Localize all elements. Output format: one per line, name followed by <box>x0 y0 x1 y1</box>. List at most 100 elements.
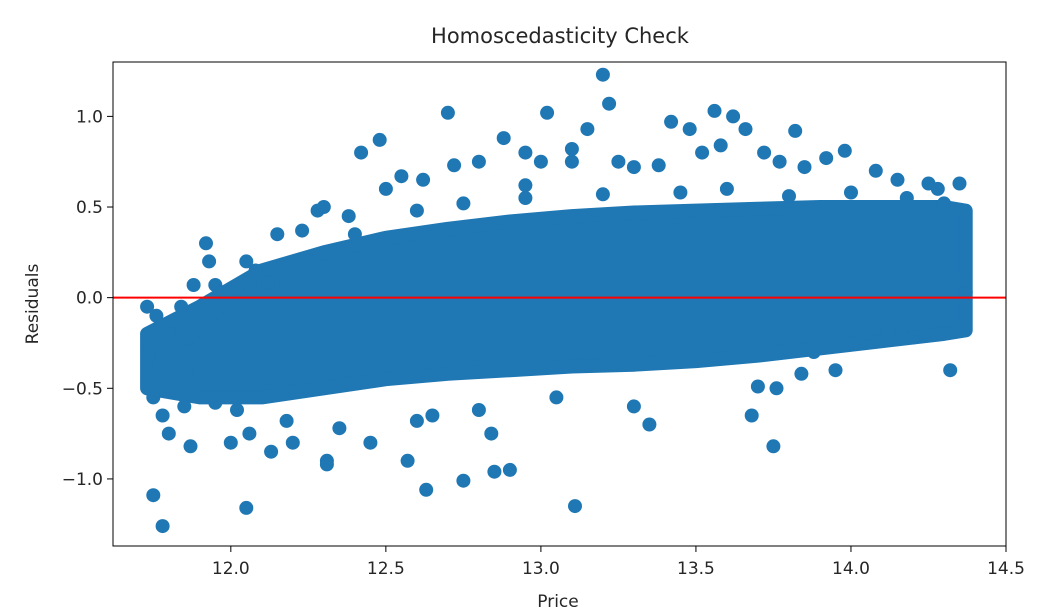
scatter-point <box>937 196 951 211</box>
scatter-point <box>757 145 772 160</box>
scatter-point <box>140 299 155 314</box>
scatter-point <box>580 122 595 137</box>
scatter-point <box>890 172 905 187</box>
scatter-point <box>378 181 393 196</box>
scatter-point <box>533 154 548 169</box>
scatter-point <box>837 143 852 158</box>
scatter-point <box>899 191 914 205</box>
scatter-point <box>146 390 161 405</box>
scatter-point <box>819 151 834 166</box>
scatter-point <box>626 160 641 175</box>
scatter-point <box>354 145 369 160</box>
scatter-point <box>611 154 626 169</box>
y-tick-label: 1.0 <box>76 107 103 127</box>
scatter-point <box>881 326 896 341</box>
scatter-point <box>958 285 973 300</box>
scatter-point <box>782 189 796 204</box>
scatter-point <box>484 426 499 441</box>
scatter-point <box>177 399 192 414</box>
scatter-point <box>416 172 431 187</box>
scatter-point <box>726 109 741 124</box>
scatter-point <box>540 105 555 120</box>
scatter-point <box>363 435 378 450</box>
plot-area <box>113 67 1006 534</box>
scatter-point <box>788 123 803 138</box>
scatter-point <box>952 176 967 191</box>
scatter-point <box>682 122 697 137</box>
scatter-point <box>713 138 728 153</box>
scatter-point <box>419 482 434 497</box>
scatter-point <box>161 326 176 341</box>
scatter-point <box>146 488 161 503</box>
y-tick-label: 0.0 <box>76 289 103 309</box>
scatter-point <box>719 181 734 196</box>
scatter-point <box>447 158 462 173</box>
scatter-point <box>471 403 486 417</box>
scatter-point <box>673 185 688 200</box>
scatter-point <box>868 163 883 178</box>
scatter-point <box>955 272 970 287</box>
dense-point-cloud <box>140 200 973 405</box>
scatter-point <box>496 131 511 146</box>
scatter-point <box>223 435 238 450</box>
scatter-point <box>487 464 502 479</box>
scatter-point <box>859 326 874 341</box>
y-tick-label: 0.5 <box>76 198 103 218</box>
scatter-point <box>707 103 722 118</box>
scatter-point <box>192 363 207 378</box>
scatter-point <box>518 145 533 160</box>
x-tick-label: 12.5 <box>367 559 405 579</box>
scatter-point <box>518 178 533 193</box>
scatter-point <box>595 187 610 202</box>
scatter-point <box>744 408 759 423</box>
x-axis-label: Price <box>537 592 578 612</box>
scatter-point <box>642 417 657 432</box>
scatter-point <box>347 227 362 242</box>
scatter-point <box>239 254 254 269</box>
scatter-point <box>230 281 244 296</box>
scatter-point <box>400 453 415 468</box>
scatter-point <box>568 499 582 514</box>
x-tick-label: 14.5 <box>987 559 1025 579</box>
scatter-point <box>199 236 213 251</box>
scatter-point <box>183 439 198 454</box>
scatter-point <box>750 379 765 394</box>
scatter-point <box>828 363 843 378</box>
scatter-point <box>270 227 285 242</box>
scatter-point <box>180 345 195 359</box>
scatter-point <box>264 444 279 459</box>
x-tick-label: 12.0 <box>212 559 250 579</box>
scatter-point <box>202 254 217 269</box>
scatter-point <box>738 122 753 137</box>
scatter-point <box>155 519 170 534</box>
scatter-point <box>518 191 533 205</box>
scatter-point <box>372 132 387 147</box>
scatter-point <box>230 403 244 417</box>
scatter-point <box>844 185 858 200</box>
scatter-point <box>295 223 310 238</box>
scatter-point <box>261 276 275 291</box>
x-tick-label: 14.0 <box>832 559 870 579</box>
scatter-point <box>301 254 316 269</box>
scatter-point <box>248 263 263 278</box>
scatter-point <box>143 341 158 356</box>
scatter-point <box>341 209 356 224</box>
scatter-point <box>239 500 254 515</box>
scatter-point <box>171 366 186 381</box>
x-tick-label: 13.5 <box>677 559 715 579</box>
scatter-point <box>409 413 424 428</box>
scatter-point <box>456 196 471 211</box>
scatter-point <box>409 203 424 218</box>
scatter-point <box>602 96 617 111</box>
scatter-point <box>930 181 945 196</box>
scatter-point <box>186 278 201 292</box>
scatter-point <box>217 312 232 327</box>
scatter-point <box>769 381 784 396</box>
y-axis: −1.0 −0.5 0.0 0.5 1.0 <box>62 107 113 490</box>
y-tick-label: −0.5 <box>62 379 103 399</box>
scatter-point <box>595 67 610 82</box>
y-axis-label: Residuals <box>23 264 43 345</box>
scatter-point <box>794 366 809 381</box>
scatter-point <box>279 413 294 428</box>
scatter-point <box>806 345 821 359</box>
